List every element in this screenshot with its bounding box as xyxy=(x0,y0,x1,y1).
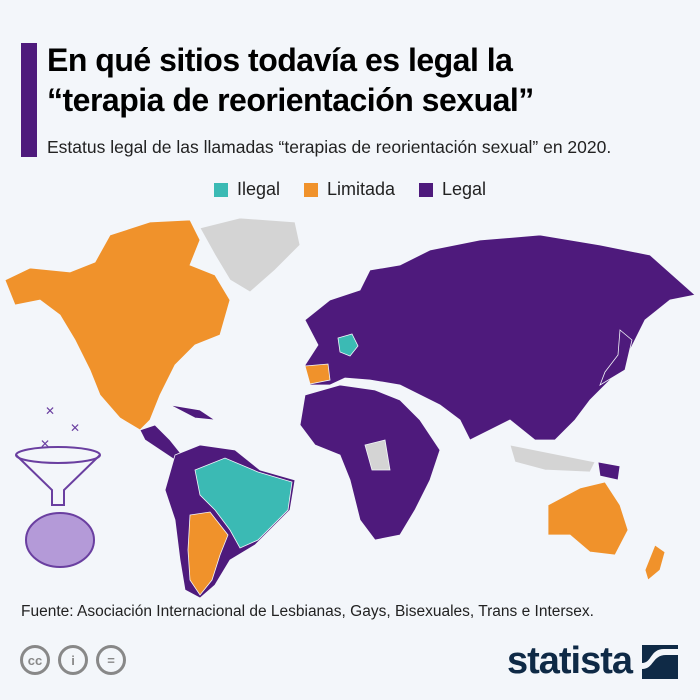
region-japan xyxy=(599,329,633,386)
license-icons: cc i = xyxy=(20,645,126,675)
region-spain xyxy=(304,363,331,385)
legend-item-ilegal: Ilegal xyxy=(213,179,280,200)
legend-item-limitada: Limitada xyxy=(303,179,396,200)
region-australia xyxy=(547,481,629,556)
subtitle: Estatus legal de las llamadas “terapias … xyxy=(47,137,612,157)
funnel-brain-illustration: ✕ ✕ ✕ xyxy=(15,404,101,568)
attribution-icon: i xyxy=(58,645,88,675)
no-derivatives-icon: = xyxy=(96,645,126,675)
funnel-icon xyxy=(15,446,101,464)
title-line-1: En qué sitios todavía es legal la xyxy=(47,42,513,78)
title-line-2: “terapia de reorientación sexual” xyxy=(47,82,534,118)
brand-name: statista xyxy=(506,640,633,682)
legend-swatch xyxy=(303,182,318,197)
brain-icon xyxy=(25,512,95,568)
region-north-america xyxy=(4,219,231,431)
legend-label: Limitada xyxy=(326,179,396,199)
region-germany xyxy=(337,333,359,357)
x-mark-icon: ✕ xyxy=(40,437,50,451)
legend-swatch xyxy=(213,182,228,197)
legend-label: Legal xyxy=(442,179,487,199)
legend: Ilegal Limitada Legal xyxy=(0,179,700,200)
region-new-zealand xyxy=(644,544,666,581)
cc-icon: cc xyxy=(20,645,50,675)
region-caribbean xyxy=(169,404,216,421)
x-mark-icon: ✕ xyxy=(70,421,80,435)
region-argentina xyxy=(187,511,229,596)
region-eurasia xyxy=(304,234,696,441)
region-greenland xyxy=(199,217,301,293)
source-note: Fuente: Asociación Internacional de Lesb… xyxy=(21,603,594,620)
page-title: En qué sitios todavía es legal la “terap… xyxy=(47,40,534,120)
region-indonesia xyxy=(509,444,596,473)
region-papua xyxy=(597,461,621,481)
world-map: ✕ ✕ ✕ xyxy=(4,217,696,599)
title-accent-bar xyxy=(21,43,37,157)
region-brazil xyxy=(194,457,293,549)
statista-logo-icon xyxy=(642,644,678,679)
legend-label: Ilegal xyxy=(236,179,280,199)
x-mark-icon: ✕ xyxy=(45,404,55,418)
legend-item-legal: Legal xyxy=(419,179,486,200)
statista-logo: statista xyxy=(507,640,678,683)
region-africa-no-data xyxy=(364,439,391,471)
legend-swatch xyxy=(419,182,434,197)
